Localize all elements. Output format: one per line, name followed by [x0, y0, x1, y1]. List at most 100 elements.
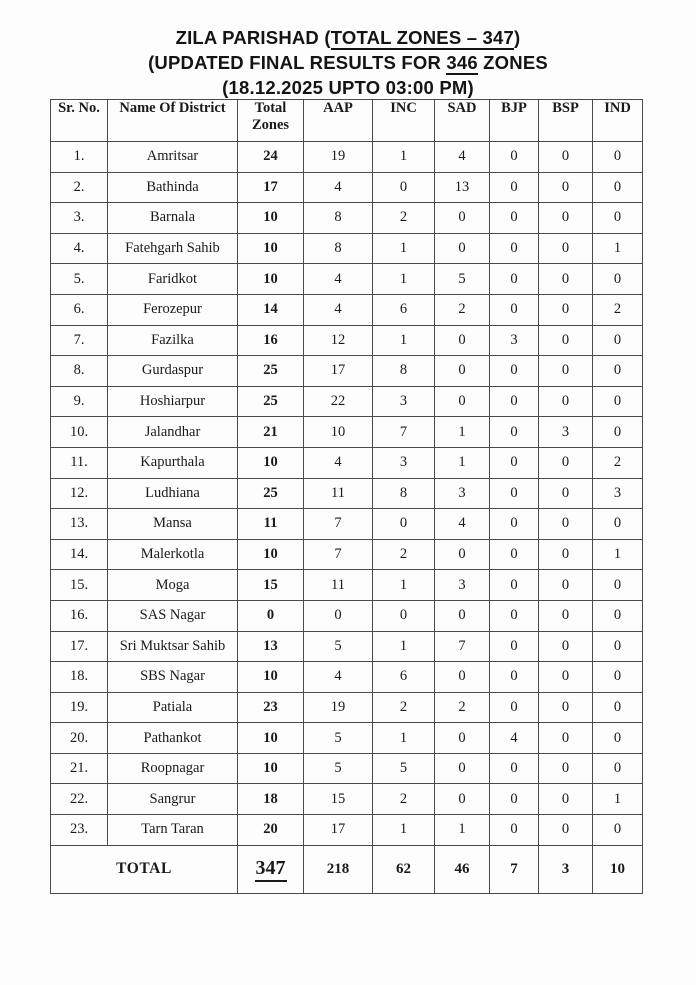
bsp-cell: 0 — [538, 508, 593, 540]
aap-cell: 17 — [303, 814, 373, 846]
sad-cell: 0 — [434, 324, 490, 357]
total-zones-cell: 20 — [237, 814, 304, 846]
inc-cell: 6 — [372, 661, 435, 693]
bjp-cell: 0 — [489, 477, 539, 510]
sad-cell: 1 — [434, 446, 490, 479]
aap-cell: 4 — [303, 171, 373, 204]
total-zones-cell: 16 — [237, 324, 304, 357]
table-row: 5. Faridkot 10 4 1 5 0 0 0 — [50, 263, 643, 295]
bjp-cell: 0 — [489, 141, 539, 173]
total-zones-cell: 25 — [237, 477, 304, 510]
table-row: 12. Ludhiana 25 11 8 3 0 0 3 — [50, 477, 643, 510]
aap-cell: 22 — [303, 385, 373, 418]
total-zones-cell: 18 — [237, 783, 304, 816]
aap-cell: 7 — [303, 538, 373, 571]
column-header-inc: INC — [372, 99, 435, 142]
inc-cell: 2 — [372, 538, 435, 571]
ind-cell: 0 — [592, 324, 643, 357]
sr-no-cell: 2. — [50, 171, 108, 204]
sr-no-cell: 8. — [50, 355, 108, 387]
header-row: Sr. No. Name Of District Total Zones AAP… — [50, 99, 643, 142]
bjp-cell: 0 — [489, 569, 539, 601]
aap-cell: 4 — [303, 263, 373, 295]
aap-cell: 11 — [303, 477, 373, 510]
total-zones-cell: 17 — [237, 171, 304, 204]
total-zones-cell: 10 — [237, 263, 304, 295]
ind-cell: 2 — [592, 293, 643, 326]
total-aap-cell: 218 — [303, 844, 373, 894]
bjp-cell: 0 — [489, 538, 539, 571]
ind-cell: 0 — [592, 569, 643, 601]
district-cell: Ludhiana — [107, 477, 238, 510]
column-header-aap: AAP — [303, 99, 373, 142]
sad-cell: 0 — [434, 232, 490, 265]
table-body: 1. Amritsar 2 4 19 1 4 0 0 0 2. Bathinda … — [50, 141, 643, 846]
district-cell: Amritsar — [107, 141, 238, 173]
sad-cell: 0 — [434, 355, 490, 387]
total-zones-grand-cell: 347 — [237, 844, 304, 894]
inc-cell: 1 — [372, 722, 435, 754]
sad-cell: 2 — [434, 293, 490, 326]
column-header-total-zones: Total Zones — [237, 99, 304, 142]
ind-cell: 0 — [592, 385, 643, 418]
sad-cell: 0 — [434, 385, 490, 418]
bsp-cell: 0 — [538, 814, 593, 846]
bsp-cell: 0 — [538, 477, 593, 510]
aap-cell: 19 — [303, 691, 373, 724]
aap-cell: 8 — [303, 232, 373, 265]
total-inc-cell: 62 — [372, 844, 435, 894]
title-line-2: (UPDATED FINAL RESULTS FOR 346 ZONES — [0, 50, 696, 75]
table-row: 19. Patiala 23 19 2 2 0 0 0 — [50, 691, 643, 724]
district-cell: Roopnagar — [107, 752, 238, 785]
total-zones-cell: 21 — [237, 416, 304, 448]
inc-cell: 0 — [372, 599, 435, 632]
table-row: 17. Sri Muktsar Sahib 13 5 1 7 0 0 0 — [50, 630, 643, 663]
district-cell: Sangrur — [107, 783, 238, 816]
sr-no-cell: 1. — [50, 141, 108, 173]
district-cell: Barnala — [107, 202, 238, 234]
table-header: Sr. No. Name Of District Total Zones AAP… — [50, 99, 643, 142]
total-zones-cell: 10 — [237, 661, 304, 693]
total-zones-cell: 25 — [237, 385, 304, 418]
sr-no-cell: 5. — [50, 263, 108, 295]
sr-no-cell: 3. — [50, 202, 108, 234]
district-cell: Jalandhar — [107, 416, 238, 448]
table-row: 2. Bathinda 17 4 0 13 0 0 0 — [50, 171, 643, 204]
inc-cell: 0 — [372, 508, 435, 540]
ind-cell: 0 — [592, 416, 643, 448]
sr-no-cell: 20. — [50, 722, 108, 754]
district-cell: Moga — [107, 569, 238, 601]
table-row: 23. Tarn Taran 20 17 1 1 0 0 0 — [50, 814, 643, 846]
total-ind-cell: 10 — [592, 844, 643, 894]
table-row: 21. Roopnagar 10 5 5 0 0 0 0 — [50, 752, 643, 785]
total-label-cell: TOTAL — [50, 844, 238, 894]
inc-cell: 1 — [372, 569, 435, 601]
bsp-cell: 0 — [538, 202, 593, 234]
title-line-1-suffix: ) — [514, 27, 521, 48]
bsp-cell: 0 — [538, 661, 593, 693]
bsp-cell: 0 — [538, 599, 593, 632]
aap-cell: 17 — [303, 355, 373, 387]
ind-cell: 0 — [592, 263, 643, 295]
sad-cell: 0 — [434, 202, 490, 234]
sr-no-cell: 13. — [50, 508, 108, 540]
sad-cell: 2 — [434, 691, 490, 724]
aap-cell: 8 — [303, 202, 373, 234]
table-row: 20. Pathankot 10 5 1 0 4 0 0 — [50, 722, 643, 754]
district-cell: Fatehgarh Sahib — [107, 232, 238, 265]
title-line-2-suffix: ZONES — [477, 52, 548, 73]
bjp-cell: 0 — [489, 814, 539, 846]
column-header-bjp: BJP — [489, 99, 539, 142]
table-row: 18. SBS Nagar 10 4 6 0 0 0 0 — [50, 661, 643, 693]
district-cell: Patiala — [107, 691, 238, 724]
bjp-cell: 0 — [489, 385, 539, 418]
inc-cell: 3 — [372, 446, 435, 479]
inc-cell: 7 — [372, 416, 435, 448]
table-footer: TOTAL 347 218 62 46 7 3 10 — [50, 844, 643, 894]
aap-cell: 11 — [303, 569, 373, 601]
total-bjp-cell: 7 — [489, 844, 539, 894]
bjp-cell: 0 — [489, 171, 539, 204]
document-title: ZILA PARISHAD (TOTAL ZONES – 347) (UPDAT… — [0, 25, 696, 100]
inc-cell: 1 — [372, 324, 435, 357]
